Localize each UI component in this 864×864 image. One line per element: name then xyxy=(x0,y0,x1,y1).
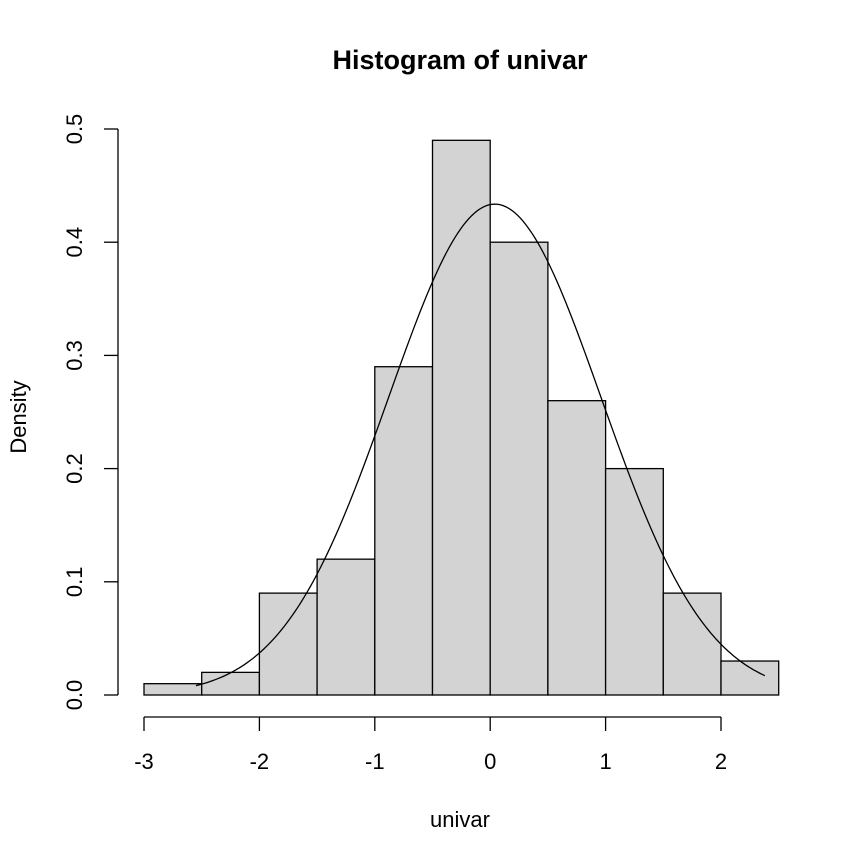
x-axis-label: univar xyxy=(430,807,490,832)
y-tick-label: 0.0 xyxy=(62,680,87,711)
bars-group xyxy=(143,139,780,696)
chart-title: Histogram of univar xyxy=(332,45,588,75)
histogram-bar xyxy=(720,660,780,696)
x-tick-label: 1 xyxy=(599,749,611,774)
histogram-bar xyxy=(604,467,664,696)
x-tick-label: 2 xyxy=(715,749,727,774)
histogram-bar xyxy=(374,366,434,696)
histogram-bar xyxy=(489,241,549,696)
histogram-bar xyxy=(431,139,491,696)
x-tick-label: -2 xyxy=(250,749,270,774)
density-curve xyxy=(195,203,766,687)
y-axis: 0.0 0.1 0.2 0.3 0.4 0.5 xyxy=(62,114,119,711)
histogram-bar xyxy=(316,558,376,696)
x-tick-label: 0 xyxy=(484,749,496,774)
histogram-bar xyxy=(201,671,261,696)
histogram-bar xyxy=(547,400,607,696)
histogram-bar xyxy=(662,592,722,696)
histogram-bar xyxy=(143,683,203,696)
x-axis: -3 -2 -1 0 1 2 xyxy=(134,716,727,774)
x-tick-label: -3 xyxy=(134,749,154,774)
y-tick-label: 0.1 xyxy=(62,567,87,598)
y-tick-label: 0.3 xyxy=(62,340,87,371)
y-axis-label: Density xyxy=(6,380,31,453)
y-tick-label: 0.2 xyxy=(62,453,87,484)
y-tick-label: 0.5 xyxy=(62,114,87,145)
x-tick-label: -1 xyxy=(365,749,385,774)
y-tick-label: 0.4 xyxy=(62,227,87,258)
